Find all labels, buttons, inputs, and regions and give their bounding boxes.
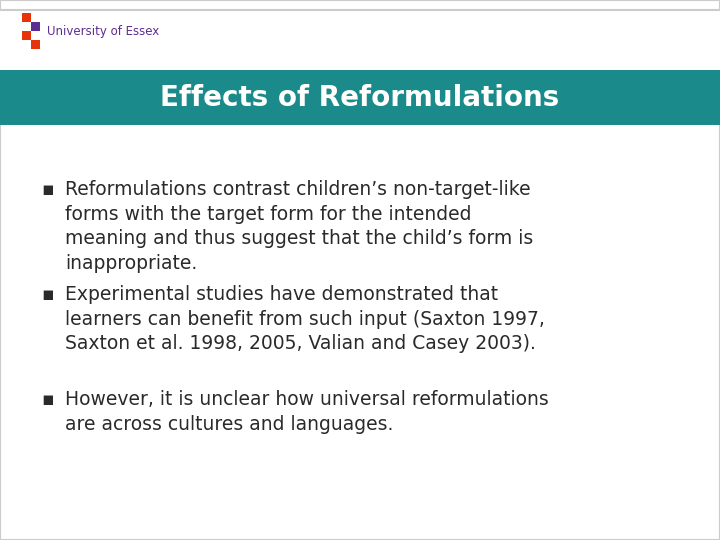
Bar	[31, 22, 40, 31]
Text: Experimental studies have demonstrated that
learners can benefit from such input: Experimental studies have demonstrated t…	[65, 285, 545, 353]
Text: ▪: ▪	[42, 285, 55, 304]
Bar	[0, 10, 720, 70]
Text: However, it is unclear how universal reformulations
are across cultures and lang: However, it is unclear how universal ref…	[65, 390, 549, 434]
Bar	[31, 40, 40, 49]
Text: University of Essex: University of Essex	[47, 24, 159, 37]
Text: Reformulations contrast children’s non-target-like
forms with the target form fo: Reformulations contrast children’s non-t…	[65, 180, 534, 273]
Bar	[0, 70, 720, 125]
Text: ▪: ▪	[42, 180, 55, 199]
Text: ▪: ▪	[42, 390, 55, 409]
Bar	[22, 31, 31, 40]
Bar	[22, 13, 31, 22]
Text: Effects of Reformulations: Effects of Reformulations	[161, 84, 559, 111]
